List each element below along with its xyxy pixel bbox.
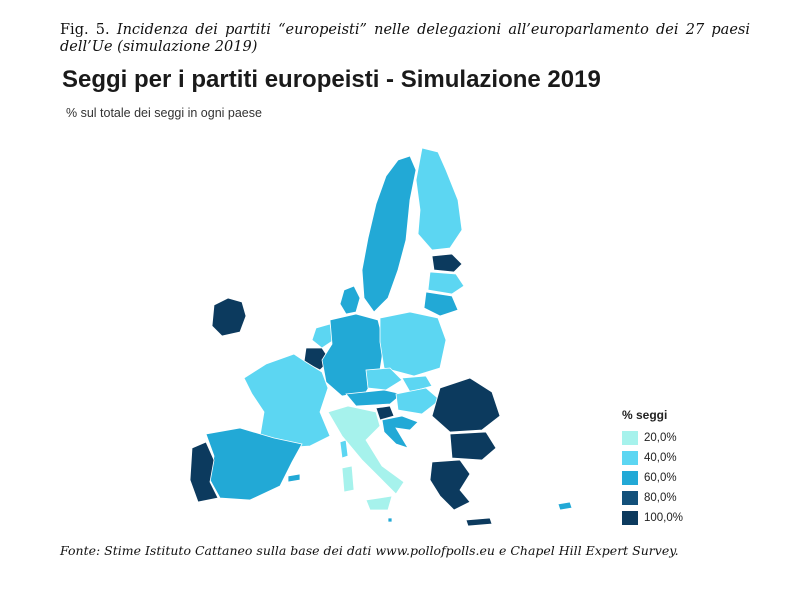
legend-item: 40,0%	[622, 448, 683, 468]
legend-label: 60,0%	[644, 472, 677, 484]
region-sweden	[361, 155, 417, 313]
legend-label: 40,0%	[644, 452, 677, 464]
legend-label: 80,0%	[644, 492, 677, 504]
region-slovenia	[375, 405, 395, 421]
region-ireland	[211, 297, 247, 337]
region-cyprus	[557, 501, 573, 511]
figure-number: Fig. 5.	[60, 22, 110, 38]
region-poland	[379, 311, 447, 377]
legend-swatch	[622, 471, 638, 485]
legend-swatch	[622, 451, 638, 465]
legend-label: 100,0%	[644, 512, 684, 524]
region-estonia	[431, 253, 463, 273]
region-sicily	[365, 495, 393, 511]
region-hungary	[395, 387, 441, 415]
legend-item: 100,0%	[622, 508, 683, 528]
legend-swatch	[622, 511, 638, 525]
figure-source: Fonte: Stime Istituto Cattaneo sulla bas…	[60, 543, 679, 558]
legend-item: 20,0%	[622, 428, 683, 448]
region-malta	[387, 517, 393, 523]
region-lithuania	[423, 291, 459, 317]
region-austria	[345, 389, 403, 407]
legend-items: 20,0% 40,0% 60,0% 80,0% 100,0%	[622, 428, 683, 528]
region-italy	[327, 405, 405, 495]
region-portugal	[189, 441, 219, 503]
figure-caption-text: Incidenza dei partiti “europeisti” nelle…	[60, 22, 750, 55]
region-sardinia	[341, 465, 355, 493]
figure-caption: Fig. 5. Incidenza dei partiti “europeist…	[60, 22, 750, 56]
region-latvia	[427, 271, 465, 295]
map-title: Seggi per i partiti europeisti - Simulaz…	[62, 66, 601, 93]
region-bulgaria	[449, 431, 497, 461]
region-greece	[429, 459, 471, 511]
region-croatia	[381, 415, 419, 449]
region-france	[243, 353, 331, 449]
region-denmark	[339, 285, 361, 315]
legend-item: 80,0%	[622, 488, 683, 508]
region-finland	[415, 147, 463, 251]
legend-label: 20,0%	[644, 432, 677, 444]
legend-swatch	[622, 431, 638, 445]
region-corsica	[339, 439, 349, 459]
region-romania	[431, 377, 501, 433]
map-subtitle: % sul totale dei seggi in ogni paese	[66, 106, 262, 120]
map-legend: % seggi 20,0% 40,0% 60,0% 80,0% 100,0%	[622, 408, 683, 528]
legend-swatch	[622, 491, 638, 505]
europe-map	[189, 147, 573, 527]
legend-title: % seggi	[622, 408, 668, 422]
region-netherlands	[311, 323, 335, 349]
region-czechia	[365, 367, 403, 391]
region-crete	[465, 517, 493, 527]
region-balearics	[287, 473, 301, 483]
legend-item: 60,0%	[622, 468, 683, 488]
